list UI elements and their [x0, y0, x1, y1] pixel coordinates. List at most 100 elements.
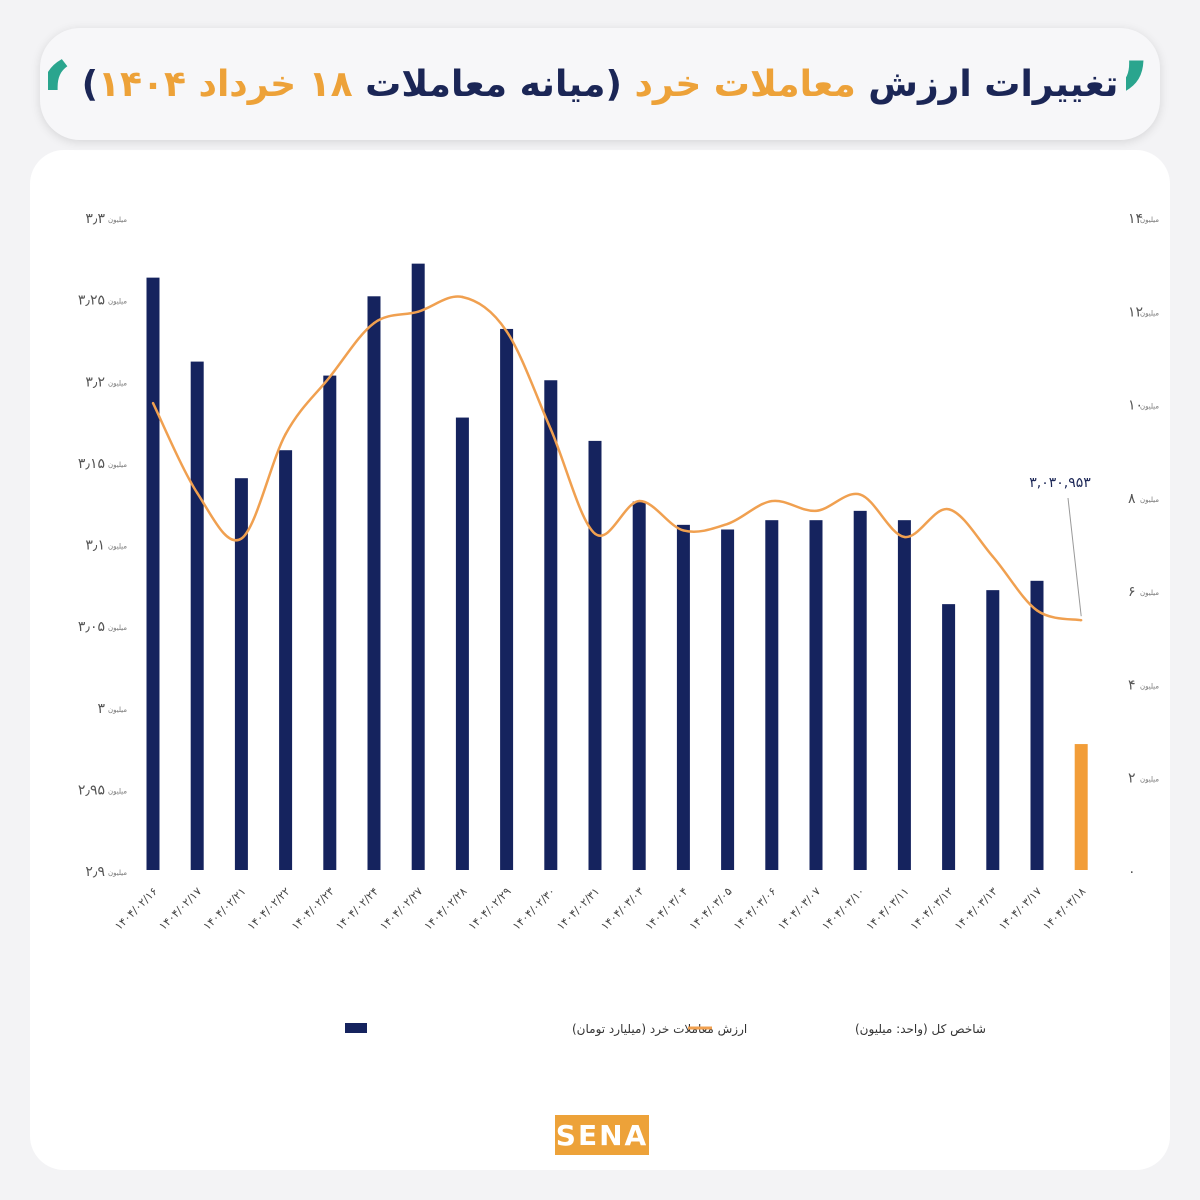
line-point	[1080, 619, 1083, 622]
right-tick-unit: میلیون	[1140, 589, 1159, 597]
annotation: ۳,۰۳۰,۹۵۳	[1029, 475, 1091, 617]
line-point	[903, 535, 906, 539]
line-point	[593, 532, 597, 535]
x-tick-label: ۱۴۰۴/۰۳/۱۰	[819, 885, 867, 933]
bar	[721, 529, 735, 870]
line-point	[372, 321, 376, 325]
x-tick-label: ۱۴۰۴/۰۳/۰۵	[687, 885, 735, 933]
x-tick-label: ۱۴۰۴/۰۲/۱۶	[112, 885, 160, 933]
x-tick-label: ۱۴۰۴/۰۳/۰۷	[775, 885, 823, 933]
x-tick-label: ۱۴۰۴/۰۲/۲۹	[466, 885, 514, 933]
bar	[146, 277, 160, 870]
right-tick-label: ۶	[1128, 584, 1136, 600]
right-tick-unit: میلیون	[1140, 216, 1159, 224]
annotation-label: ۳,۰۳۰,۹۵۳	[1029, 475, 1091, 491]
line-point	[991, 555, 994, 558]
legend-label-bar: ارزش معاملات خرد (میلیارد تومان)	[572, 1022, 747, 1037]
bar-highlight	[1074, 744, 1088, 870]
line-point	[240, 537, 243, 540]
left-tick-unit: میلیون	[108, 543, 127, 551]
bar	[588, 440, 602, 870]
x-tick-label: ۱۴۰۴/۰۳/۰۶	[731, 885, 779, 933]
line-point	[151, 401, 155, 405]
left-tick-label: ۳٫۲۵	[78, 293, 105, 309]
line-point	[859, 493, 862, 496]
left-tick-label: ۲٫۹	[85, 864, 105, 880]
left-tick-unit: میلیون	[108, 624, 127, 632]
sena-logo: SENA	[555, 1115, 649, 1155]
chart-title-banner: ” تغییرات ارزش معاملات خرد (میانه معاملا…	[40, 28, 1160, 140]
left-tick-label: ۳	[97, 701, 105, 717]
right-tick-label: ۱۲	[1128, 304, 1143, 320]
title-part4: ۱۸ خرداد ۱۴۰۴	[98, 63, 353, 105]
legend-swatch-bar	[345, 1023, 367, 1033]
left-tick-unit: میلیون	[108, 216, 127, 224]
right-tick-label: ۸	[1128, 491, 1136, 507]
line-point	[328, 375, 331, 379]
left-tick-unit: میلیون	[108, 461, 127, 469]
x-tick-label: ۱۴۰۴/۰۲/۲۷	[377, 885, 425, 933]
line-point	[196, 491, 199, 495]
x-axis: ۱۴۰۴/۰۲/۱۶۱۴۰۴/۰۲/۱۷۱۴۰۴/۰۲/۲۱۱۴۰۴/۰۲/۲۲…	[112, 885, 1088, 933]
left-tick-unit: میلیون	[108, 379, 127, 387]
line-point	[726, 522, 729, 526]
bar	[279, 450, 293, 870]
legend-label-line: شاخص کل (واحد: میلیون)	[855, 1022, 986, 1037]
bar	[632, 501, 646, 870]
line-series	[151, 295, 1083, 622]
left-tick-label: ۳٫۰۵	[78, 619, 105, 635]
line-point	[682, 529, 685, 532]
right-tick-label: ۴	[1128, 677, 1136, 693]
left-tick-label: ۳٫۱۵	[78, 456, 105, 472]
line-point	[638, 499, 641, 503]
left-tick-unit: میلیون	[108, 787, 127, 795]
bar	[986, 590, 1000, 870]
right-tick-label: ۱۰	[1128, 398, 1143, 414]
x-tick-label: ۱۴۰۴/۰۲/۳۱	[554, 885, 602, 933]
bar	[765, 520, 779, 870]
line-point	[549, 428, 552, 431]
x-tick-label: ۱۴۰۴/۰۳/۰۳	[598, 885, 646, 933]
bar	[676, 524, 690, 870]
left-tick-unit: میلیون	[108, 298, 127, 306]
chart-title: تغییرات ارزش معاملات خرد (میانه معاملات …	[82, 64, 1119, 105]
bar	[367, 296, 381, 870]
right-tick-label: ۰	[1128, 864, 1136, 880]
bar	[1030, 580, 1044, 870]
annotation-leader	[1067, 497, 1082, 617]
line-point	[505, 330, 508, 333]
line-point	[947, 508, 950, 511]
left-tick-label: ۲٫۹۵	[78, 782, 105, 798]
title-part1: تغییرات ارزش	[868, 63, 1119, 105]
right-tick-unit: میلیون	[1140, 403, 1159, 411]
x-tick-label: ۱۴۰۴/۰۲/۱۷	[156, 885, 204, 933]
line-point	[1035, 609, 1039, 612]
line-point	[461, 295, 464, 299]
left-tick-label: ۳٫۲	[85, 374, 105, 390]
bar	[544, 380, 558, 870]
title-part2: معاملات خرد	[634, 63, 856, 105]
x-tick-label: ۱۴۰۴/۰۲/۲۸	[422, 885, 470, 933]
x-tick-label: ۱۴۰۴/۰۲/۲۴	[333, 885, 381, 933]
x-tick-label: ۱۴۰۴/۰۳/۱۸	[1040, 885, 1088, 933]
x-tick-label: ۱۴۰۴/۰۲/۳۰	[510, 885, 558, 933]
right-tick-label: ۱۴	[1128, 211, 1143, 227]
bar	[897, 520, 911, 870]
left-tick-label: ۳٫۳	[85, 211, 105, 227]
bar	[455, 417, 469, 870]
bar-series	[146, 263, 1088, 871]
left-tick-unit: میلیون	[108, 869, 127, 877]
legend: ارزش معاملات خرد (میلیارد تومان) شاخص کل …	[345, 1022, 986, 1037]
x-tick-label: ۱۴۰۴/۰۲/۲۲	[245, 885, 293, 933]
line-point	[284, 432, 287, 436]
bar	[853, 510, 867, 870]
right-tick-unit: میلیون	[1140, 682, 1159, 690]
bar	[190, 361, 204, 870]
right-tick-unit: میلیون	[1140, 496, 1159, 504]
x-tick-label: ۱۴۰۴/۰۳/۰۴	[643, 885, 691, 933]
x-tick-label: ۱۴۰۴/۰۲/۲۳	[289, 885, 337, 933]
x-tick-label: ۱۴۰۴/۰۳/۱۷	[996, 885, 1044, 933]
left-tick-label: ۳٫۱	[85, 538, 105, 554]
